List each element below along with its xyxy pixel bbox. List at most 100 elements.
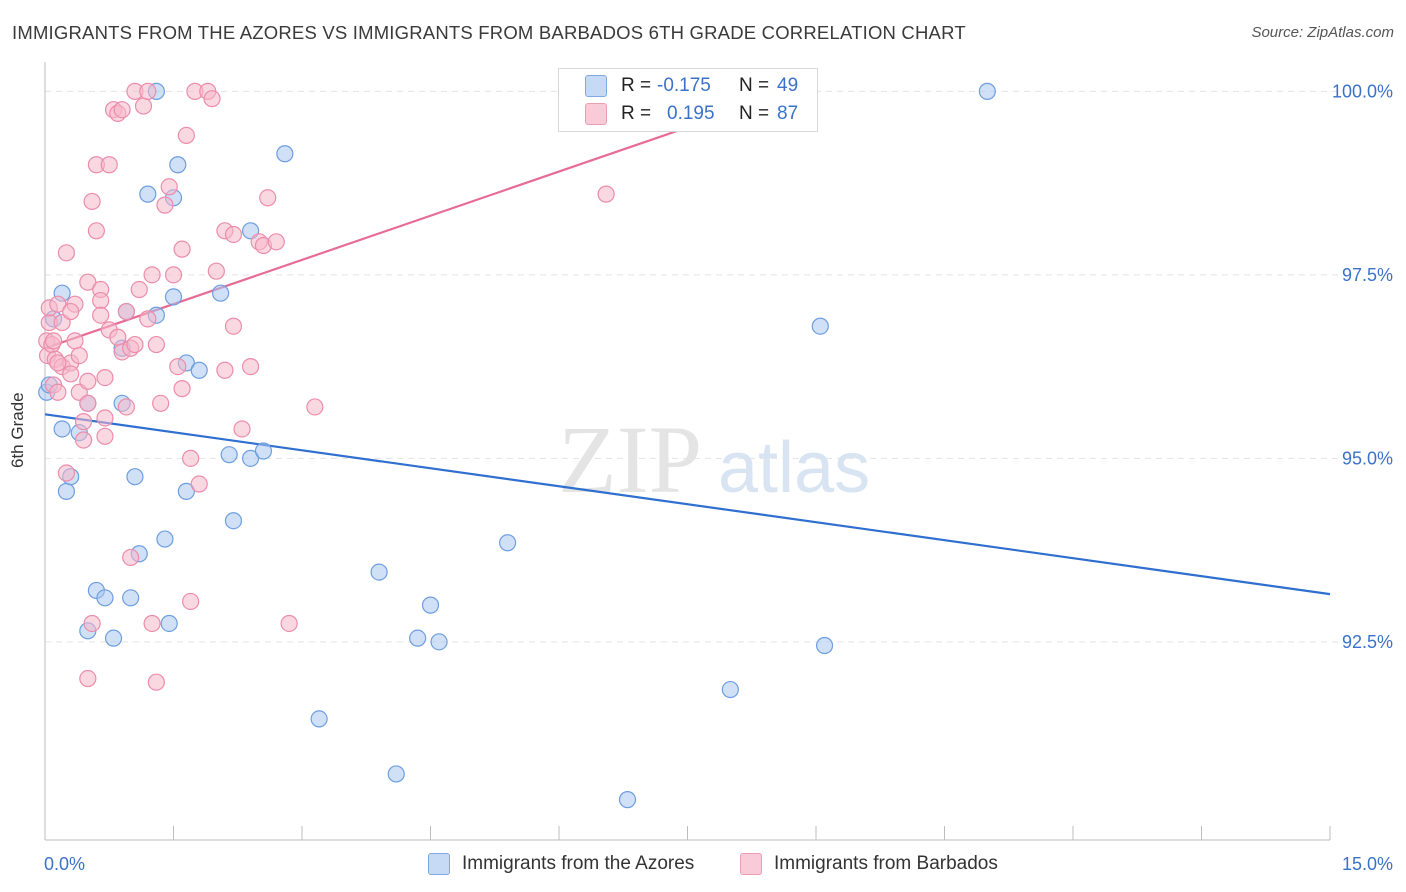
data-point-barbados <box>62 365 80 383</box>
data-point-azores <box>254 442 273 460</box>
data-point-azores <box>126 468 144 486</box>
data-point-barbados <box>49 383 67 401</box>
data-point-barbados <box>259 189 277 207</box>
data-point-barbados <box>147 673 165 691</box>
legend-row-barbados: R = 0.195 N = 87 <box>585 101 798 127</box>
bottom-legend-label-barbados: Immigrants from Barbados <box>774 853 998 874</box>
data-point-barbados <box>190 475 208 493</box>
data-point-barbados <box>177 126 195 144</box>
legend-n-value: 49 <box>777 75 799 96</box>
data-point-barbados <box>182 592 200 611</box>
data-point-barbados <box>96 409 114 427</box>
data-point-barbados <box>122 548 140 567</box>
source-label: Source: ZipAtlas.com <box>1251 24 1394 41</box>
data-point-barbados <box>160 178 178 196</box>
points-layer <box>38 82 996 809</box>
data-point-azores <box>169 156 187 174</box>
data-point-barbados <box>66 332 84 350</box>
data-point-azores <box>811 317 829 335</box>
data-point-barbados <box>139 310 157 328</box>
chart-title: IMMIGRANTS FROM THE AZORES VS IMMIGRANTS… <box>12 22 966 43</box>
data-point-azores <box>220 446 238 464</box>
data-point-barbados <box>74 431 93 449</box>
data-point-barbados <box>130 280 148 299</box>
watermark-atlas: atlas <box>718 428 870 508</box>
data-point-barbados <box>83 192 101 211</box>
data-point-barbados <box>224 225 243 244</box>
data-point-azores <box>618 791 637 809</box>
data-point-barbados <box>57 244 76 262</box>
data-point-azores <box>104 629 123 647</box>
data-point-barbados <box>117 398 135 416</box>
data-point-barbados <box>44 332 63 350</box>
y-axis-label: 6th Grade <box>8 392 27 468</box>
legend-r-label: R = <box>621 75 652 96</box>
data-point-azores <box>160 614 178 633</box>
legend-r-value: -0.175 <box>657 75 711 96</box>
data-point-barbados <box>224 317 243 335</box>
legend-r-label: R = <box>621 103 652 124</box>
data-point-barbados <box>96 427 114 445</box>
y-tick-label: 97.5% <box>1342 265 1393 285</box>
bottom-legend-azores: Immigrants from the Azores <box>428 852 694 876</box>
data-point-barbados <box>147 335 165 354</box>
data-point-barbados <box>49 354 67 372</box>
bottom-legend-label-azores: Immigrants from the Azores <box>462 853 695 874</box>
y-tick-label: 92.5% <box>1342 632 1393 652</box>
data-point-azores <box>276 145 294 163</box>
data-point-barbados <box>87 222 106 240</box>
data-point-azores <box>53 420 71 438</box>
tick-label-layer: 92.5% 95.0% 97.5% 100.0% 0.0% 15.0% <box>44 81 1393 874</box>
data-point-barbados <box>126 335 144 354</box>
data-point-barbados <box>79 273 97 291</box>
data-point-azores <box>156 530 174 548</box>
data-point-barbados <box>100 156 118 174</box>
y-tick-label: 100.0% <box>1332 81 1393 101</box>
data-point-barbados <box>57 464 76 482</box>
data-point-barbados <box>597 185 615 203</box>
data-point-azores <box>310 710 328 728</box>
data-point-barbados <box>152 394 170 412</box>
data-point-azores <box>96 589 114 607</box>
correlation-legend: R = -0.175 N = 49 R = 0.195 N = 87 <box>558 68 818 132</box>
data-point-barbados <box>267 233 285 251</box>
data-point-barbados <box>156 196 174 214</box>
axis-layer <box>44 62 1331 841</box>
data-point-azores <box>421 596 440 614</box>
data-point-barbados <box>92 291 110 310</box>
data-point-barbados <box>173 240 191 258</box>
data-point-barbados <box>113 101 131 119</box>
data-point-azores <box>242 449 260 467</box>
data-point-azores <box>190 361 208 379</box>
legend-n-value: 87 <box>777 103 799 124</box>
y-tick-label: 95.0% <box>1342 448 1393 468</box>
data-point-azores <box>212 284 230 302</box>
legend-row-azores: R = -0.175 N = 49 <box>585 73 798 99</box>
data-point-azores <box>57 482 76 500</box>
data-point-barbados <box>79 394 97 412</box>
data-point-barbados <box>134 97 153 115</box>
data-point-azores <box>721 680 739 699</box>
data-point-azores <box>409 629 427 647</box>
data-point-azores <box>978 82 996 100</box>
data-point-azores <box>224 512 243 530</box>
data-point-barbados <box>306 398 324 416</box>
data-point-azores <box>815 636 834 655</box>
data-point-azores <box>430 633 448 651</box>
legend-n-label: N = <box>739 75 770 96</box>
legend-swatch-azores <box>585 75 607 97</box>
data-point-barbados <box>143 614 161 633</box>
data-point-barbados <box>62 302 80 321</box>
data-point-barbados <box>143 266 161 284</box>
x-tick-label: 15.0% <box>1342 854 1393 874</box>
data-point-barbados <box>169 357 187 376</box>
data-point-barbados <box>74 413 93 431</box>
data-point-barbados <box>280 614 298 633</box>
bottom-legend-swatch-barbados <box>740 853 762 875</box>
data-point-barbados <box>233 420 251 438</box>
data-point-barbados <box>83 614 101 633</box>
data-point-barbados <box>216 361 234 379</box>
data-point-azores <box>164 288 183 306</box>
legend-n-label: N = <box>739 103 770 124</box>
